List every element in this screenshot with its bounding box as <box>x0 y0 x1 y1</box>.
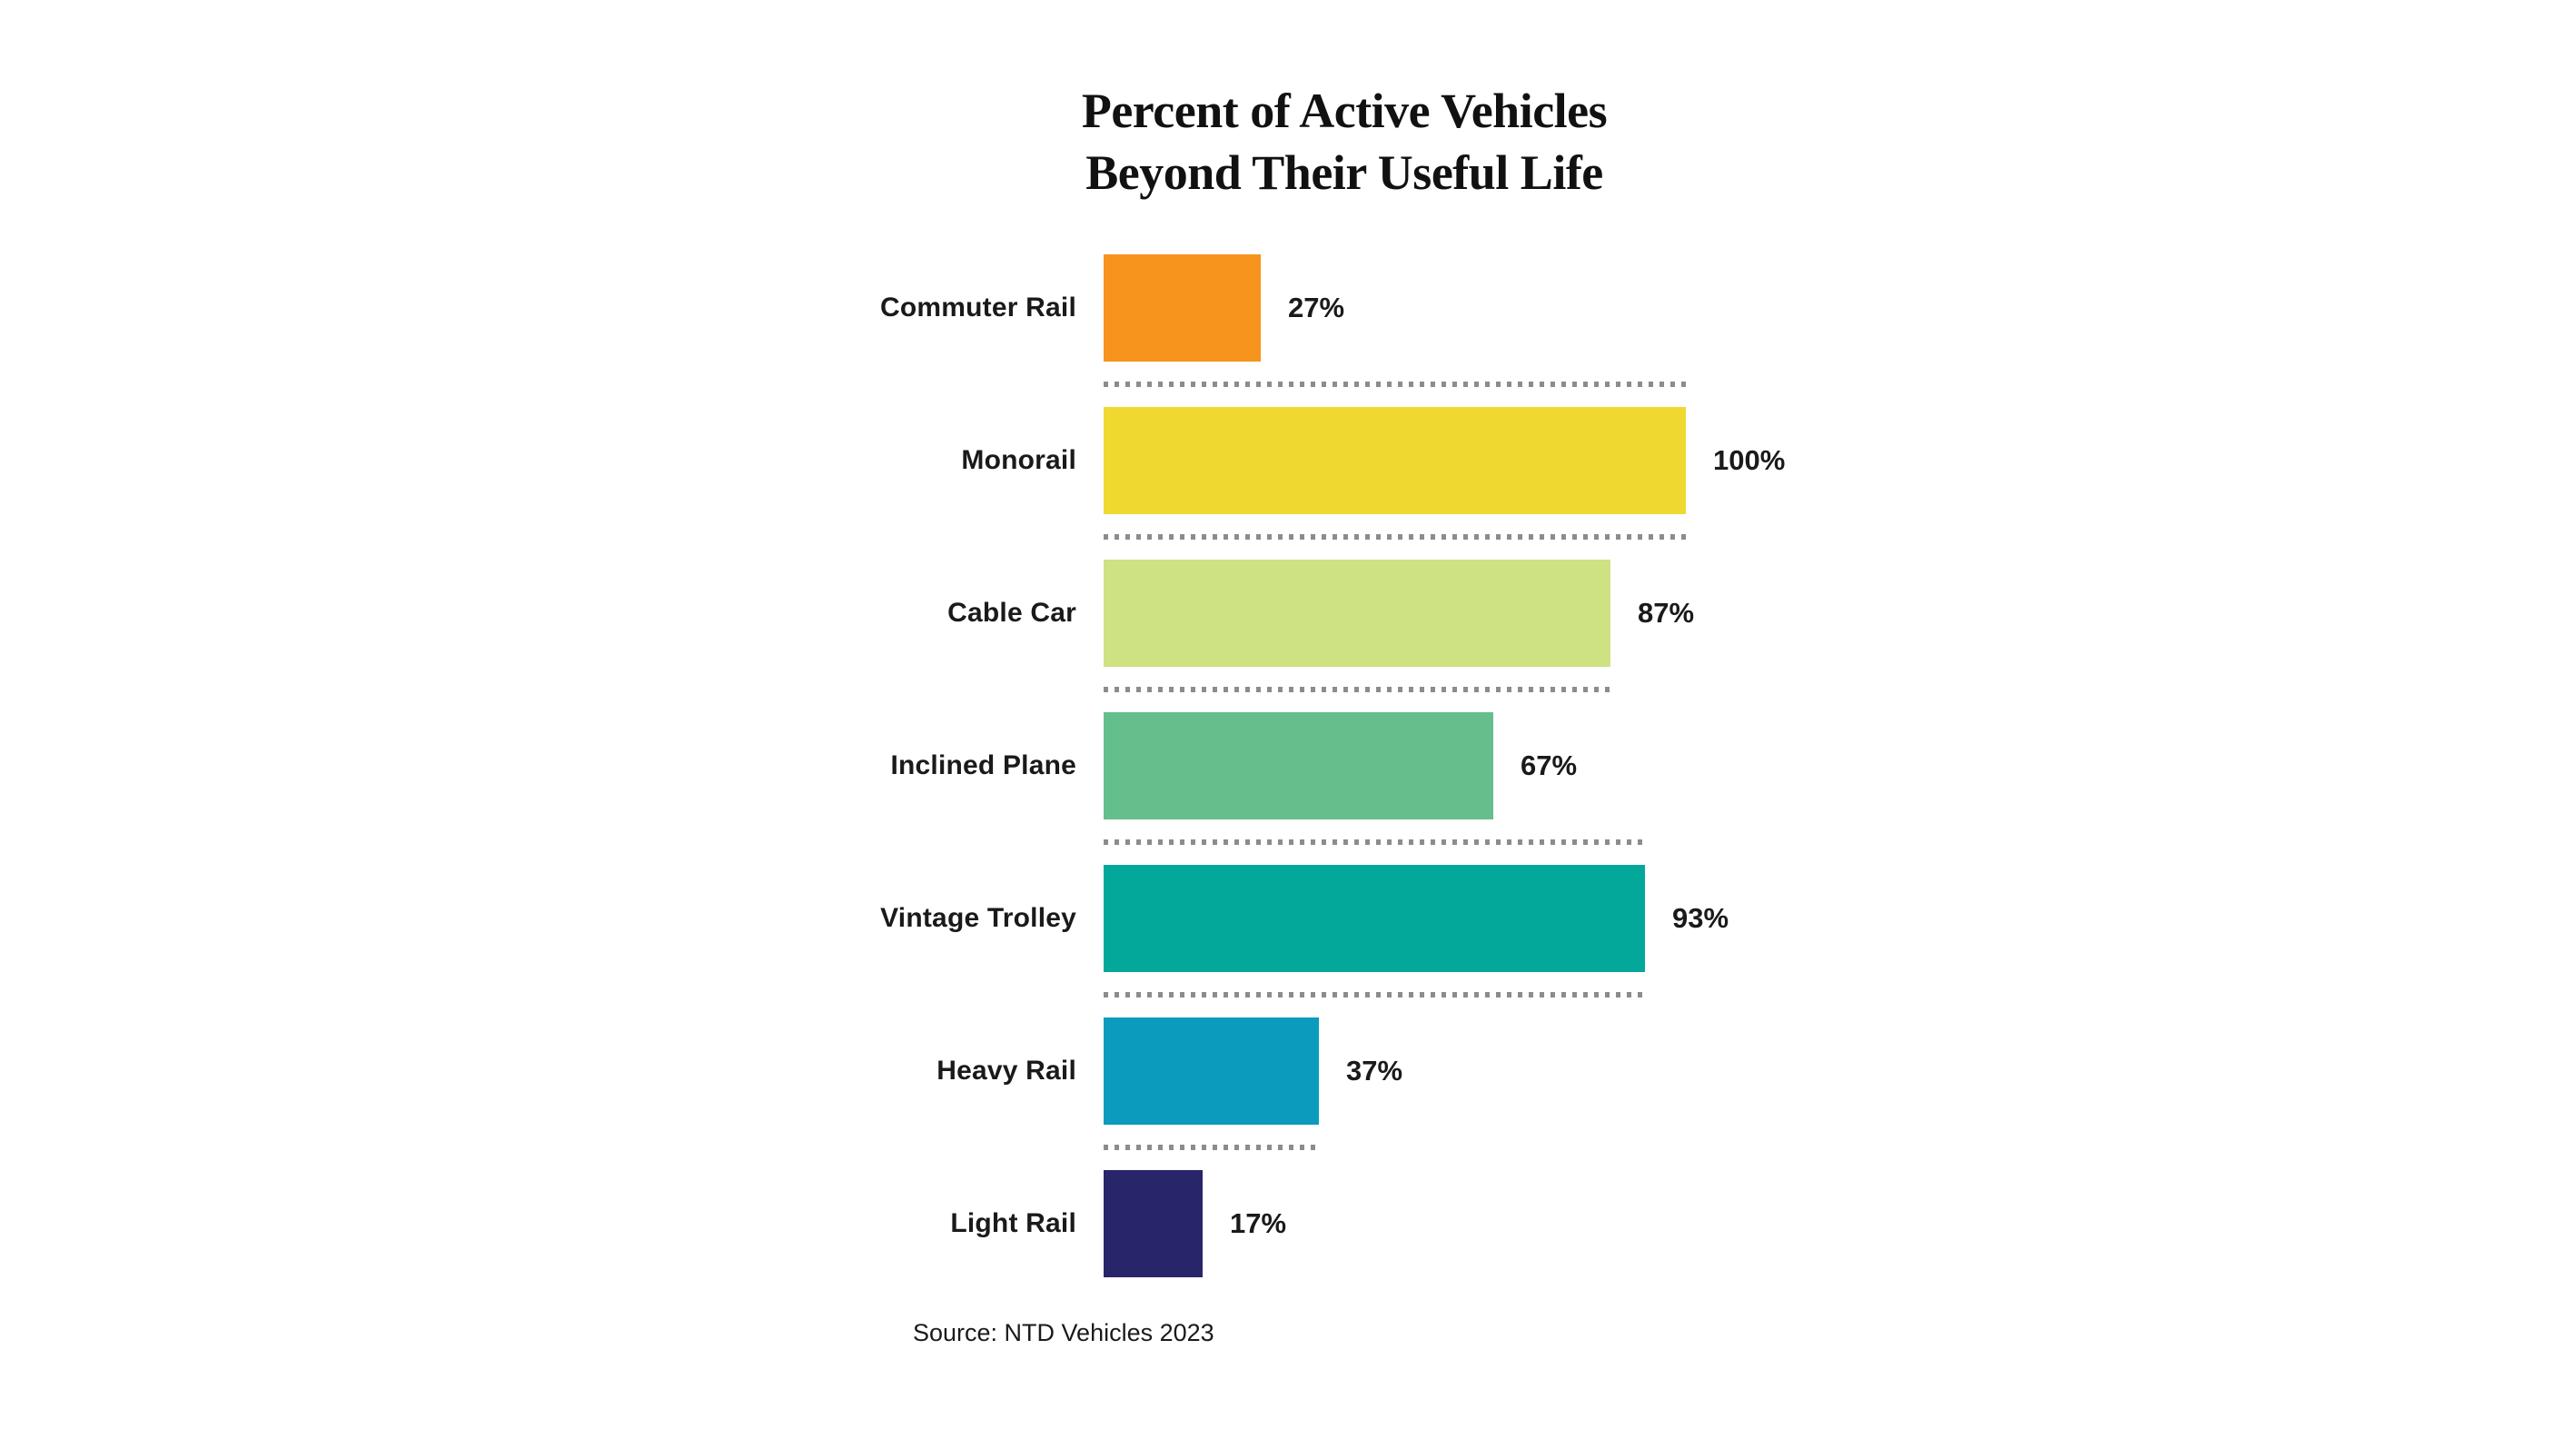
dotted-separator <box>1104 382 1686 387</box>
separator-row <box>849 972 2212 1017</box>
value-label: 100% <box>1713 444 1786 476</box>
dotted-separator <box>1104 1145 1319 1150</box>
chart-row: Commuter Rail 27% <box>849 254 2212 362</box>
category-label: Vintage Trolley <box>880 903 1076 933</box>
dotted-separator <box>1104 839 1645 845</box>
category-label: Monorail <box>961 445 1076 475</box>
value-label: 67% <box>1521 749 1578 781</box>
category-label: Heavy Rail <box>936 1056 1076 1086</box>
value-label: 17% <box>1230 1207 1287 1239</box>
separator-row <box>849 362 2212 407</box>
dotted-separator <box>1104 687 1610 692</box>
chart-title-line2: Beyond Their Useful Life <box>1085 145 1603 201</box>
category-label: Inclined Plane <box>890 750 1076 780</box>
source-note: Source: NTD Vehicles 2023 <box>913 1319 1214 1346</box>
bar-track: 93% <box>1104 865 2212 972</box>
bar-chart: Commuter Rail 27% Monorail 100% Cable Car 87%… <box>849 254 2212 1277</box>
bar <box>1104 865 1645 972</box>
value-label: 37% <box>1346 1055 1403 1087</box>
separator-row <box>849 667 2212 712</box>
chart-row: Inclined Plane 67% <box>849 712 2212 819</box>
dotted-separator <box>1104 534 1686 540</box>
bar-track: 87% <box>1104 560 2212 667</box>
bar-track: 17% <box>1104 1170 2212 1277</box>
separator-row <box>849 819 2212 865</box>
chart-title-line1: Percent of Active Vehicles <box>1081 84 1608 138</box>
chart-row: Light Rail 17% <box>849 1170 2212 1277</box>
chart-row: Heavy Rail 37% <box>849 1017 2212 1125</box>
category-label: Commuter Rail <box>880 293 1076 323</box>
chart-row: Cable Car 87% <box>849 560 2212 667</box>
chart-row: Vintage Trolley 93% <box>849 865 2212 972</box>
chart-title: Percent of Active Vehicles Beyond Their … <box>849 80 1839 203</box>
bar-track: 67% <box>1104 712 2212 819</box>
dotted-separator <box>1104 992 1645 997</box>
bar-track: 100% <box>1104 407 2212 514</box>
value-label: 93% <box>1672 902 1729 934</box>
separator-row <box>849 1125 2212 1170</box>
bar <box>1104 712 1493 819</box>
category-label: Light Rail <box>950 1208 1076 1238</box>
bar <box>1104 407 1686 514</box>
bar <box>1104 1017 1319 1125</box>
value-label: 27% <box>1288 292 1345 323</box>
bar <box>1104 560 1610 667</box>
bar <box>1104 254 1261 362</box>
bar <box>1104 1170 1203 1277</box>
chart-row: Monorail 100% <box>849 407 2212 514</box>
bar-track: 37% <box>1104 1017 2212 1125</box>
category-label: Cable Car <box>947 598 1076 628</box>
separator-row <box>849 514 2212 560</box>
bar-track: 27% <box>1104 254 2212 362</box>
value-label: 87% <box>1638 597 1695 629</box>
